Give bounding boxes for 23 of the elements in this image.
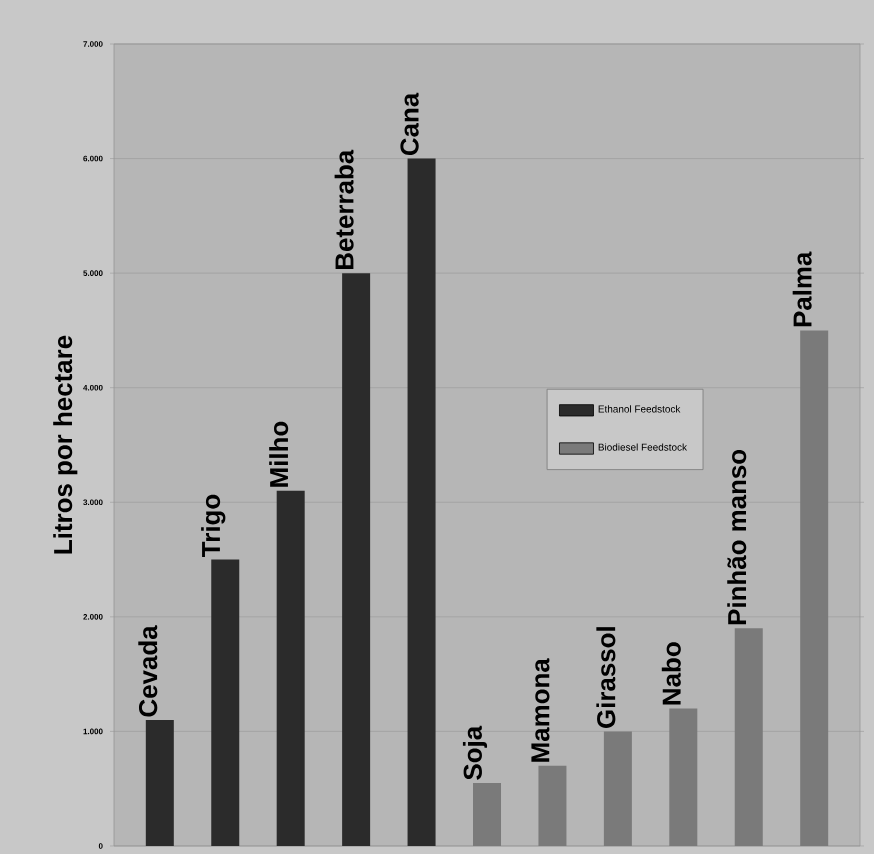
x-tick-label: Nabo (661, 642, 681, 705)
x-tick-label: Cevada (138, 625, 158, 717)
bar (603, 731, 632, 847)
x-tick-label: Mamona (531, 658, 550, 762)
bar (800, 330, 829, 847)
bar (276, 491, 305, 847)
x-tick-label: Cana (400, 92, 419, 156)
bar (538, 766, 567, 847)
x-tick-label: Pinhão manso (727, 450, 747, 625)
x-tick-label: Girassol (596, 627, 616, 729)
bar (734, 628, 763, 847)
bar (145, 720, 174, 847)
bar (211, 559, 240, 847)
bar (669, 708, 698, 847)
x-tick-label: Trigo (201, 495, 226, 558)
y-axis-title: Litros por hectare (53, 336, 78, 554)
x-tick-label: Beterraba (334, 149, 354, 270)
bar (407, 158, 436, 847)
x-tick-label: Milho (269, 422, 289, 487)
x-tick-label: Soja (462, 725, 488, 781)
x-tick-label: Palma (792, 251, 812, 327)
bar (473, 783, 502, 847)
bar (342, 273, 371, 847)
